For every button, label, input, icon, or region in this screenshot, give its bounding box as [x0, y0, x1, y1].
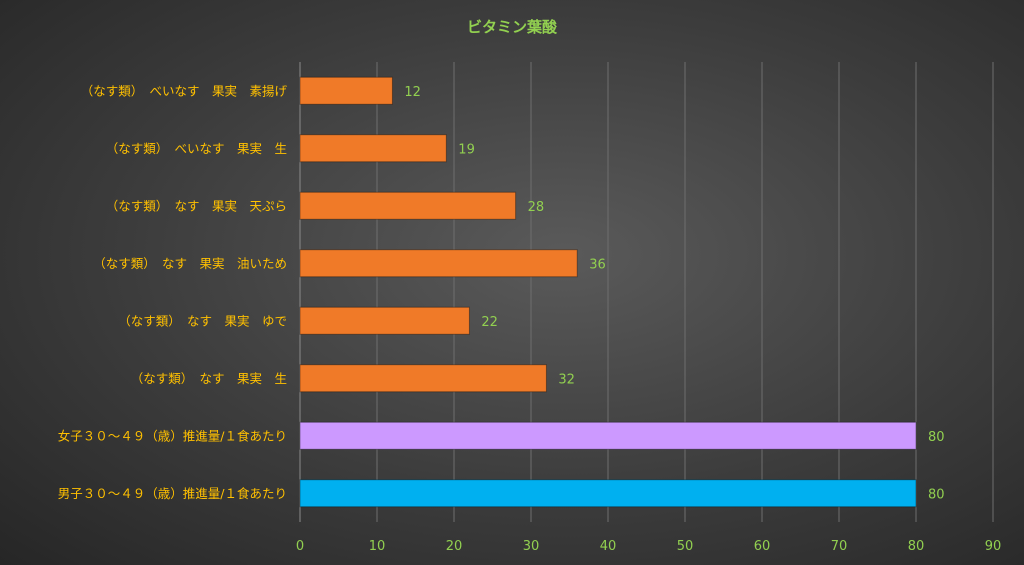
data-label: 19	[458, 142, 475, 157]
category-label: （なす類） べいなす 果実 生	[106, 141, 287, 156]
bar	[299, 76, 393, 105]
data-labels: 12 19 28 36 22 32 80 80	[404, 85, 944, 503]
category-label: （なす類） べいなす 果実 素揚げ	[81, 83, 288, 98]
x-tick-label: 40	[600, 539, 617, 554]
x-axis-tick-labels: 0 10 20 30 40 50 60 70 80 90	[296, 539, 1001, 554]
data-label: 22	[481, 315, 498, 330]
gridlines	[299, 62, 994, 522]
chart-title: ビタミン葉酸	[467, 18, 558, 36]
x-tick-label: 20	[446, 539, 463, 554]
bar	[299, 249, 578, 278]
category-label: （なす類） なす 果実 油いため	[93, 256, 287, 271]
bar	[299, 191, 517, 220]
x-tick-label: 70	[831, 539, 848, 554]
x-tick-label: 30	[523, 539, 540, 554]
category-label: 男子３０～４９（歳）推進量/１食あたり	[58, 486, 287, 501]
bars	[299, 76, 917, 508]
category-label: （なす類） なす 果実 天ぷら	[106, 198, 287, 213]
category-label: （なす類） なす 果実 ゆで	[118, 313, 287, 328]
x-tick-label: 90	[985, 539, 1002, 554]
bar	[299, 134, 447, 163]
category-label: 女子３０～４９（歳）推進量/１食あたり	[58, 428, 287, 443]
x-tick-label: 50	[677, 539, 694, 554]
x-tick-label: 0	[296, 539, 304, 554]
data-label: 28	[528, 200, 545, 215]
data-label: 80	[928, 430, 945, 445]
x-tick-label: 80	[908, 539, 925, 554]
x-tick-label: 60	[754, 539, 771, 554]
bar	[299, 364, 547, 393]
category-labels: （なす類） べいなす 果実 素揚げ （なす類） べいなす 果実 生 （なす類） なす…	[58, 83, 288, 501]
data-label: 36	[589, 257, 606, 272]
data-label: 80	[928, 487, 945, 502]
bar	[299, 421, 917, 450]
data-label: 32	[558, 372, 575, 387]
x-tick-label: 10	[369, 539, 386, 554]
bar	[299, 306, 470, 335]
data-label: 12	[404, 85, 421, 100]
bar	[299, 479, 917, 508]
category-label: （なす類） なす 果実 生	[131, 371, 287, 386]
